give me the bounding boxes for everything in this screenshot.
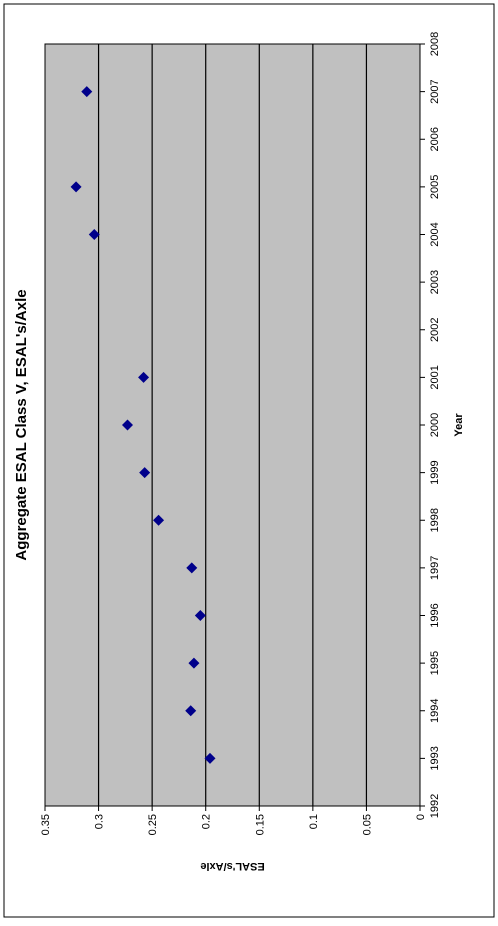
x-tick-label: 1995 — [429, 651, 441, 675]
y-tick-label: 0.05 — [361, 814, 373, 835]
point-layer — [70, 86, 216, 764]
data-point — [138, 371, 150, 383]
x-tick-label: 1993 — [429, 746, 441, 770]
x-tick-label: 1998 — [429, 508, 441, 532]
x-tick-label: 1996 — [429, 603, 441, 627]
data-point — [194, 610, 206, 621]
y-tick-label: 0.3 — [94, 814, 106, 829]
x-tick-label: 1992 — [429, 794, 441, 818]
data-point — [153, 514, 165, 526]
data-point — [185, 705, 197, 717]
data-point — [81, 86, 93, 98]
x-tick-label: 2001 — [429, 365, 441, 389]
x-tick-label: 2002 — [429, 318, 441, 342]
x-tick-label: 2006 — [429, 127, 441, 151]
data-point — [88, 229, 100, 240]
x-tick-label: 2007 — [429, 79, 441, 103]
y-tick-label: 0.15 — [254, 814, 266, 835]
x-tick-label: 2004 — [429, 222, 441, 246]
data-point — [186, 562, 198, 574]
y-tick-label: 0.25 — [147, 814, 159, 835]
x-tick-label: 2005 — [429, 175, 441, 199]
data-point — [122, 419, 133, 431]
y-tick-label: 0.2 — [201, 814, 213, 829]
grid-layer — [97, 44, 368, 806]
x-tick-label: 2000 — [429, 413, 441, 437]
y-tick-label: 0.35 — [40, 814, 52, 835]
plot-area — [44, 43, 421, 807]
x-tick-label: 1999 — [429, 460, 441, 484]
x-tick-label: 1997 — [429, 556, 441, 580]
data-point — [139, 467, 151, 479]
chart-title: Aggregate ESAL Class V, ESAL's/Axle — [13, 289, 30, 560]
y-tick-label: 0.1 — [308, 814, 320, 829]
rotated-chart-group: 0 0.05 0.1 0.15 0.2 0.25 0.3 0.35 1992 1993 1994 19… — [13, 32, 465, 872]
x-tick-label: 1994 — [429, 699, 441, 723]
x-tick-label: 2008 — [429, 32, 441, 56]
x-tick-label: 2003 — [429, 270, 441, 294]
axis-layer: 0 0.05 0.1 0.15 0.2 0.25 0.3 0.35 1992 1993 1994 19… — [40, 32, 441, 836]
y-axis-title: ESAL's/Axle — [200, 860, 264, 872]
x-axis-title: Year — [453, 413, 465, 437]
data-point — [188, 657, 200, 669]
data-point — [70, 181, 82, 193]
data-point — [204, 752, 216, 764]
y-tick-label: 0 — [415, 814, 427, 820]
